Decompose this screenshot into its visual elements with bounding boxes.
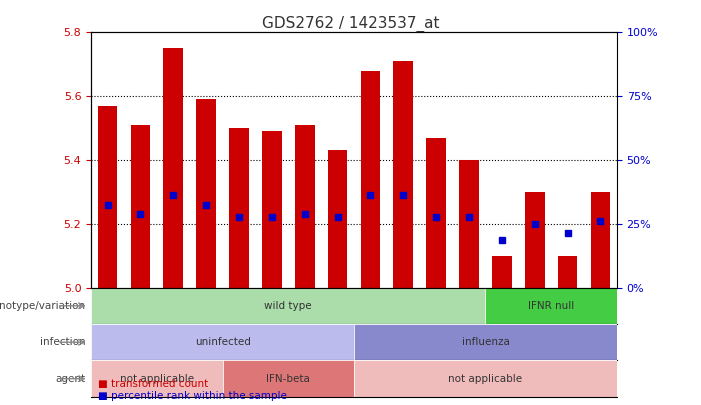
Text: agent: agent	[56, 374, 86, 384]
Text: not applicable: not applicable	[449, 374, 522, 384]
Bar	[262, 131, 282, 288]
Bar	[393, 61, 413, 288]
Bar	[590, 192, 611, 288]
Bar	[426, 138, 446, 288]
Bar	[163, 48, 183, 288]
Text: uninfected: uninfected	[195, 337, 250, 347]
Text: not applicable: not applicable	[120, 374, 194, 384]
Bar	[130, 125, 150, 288]
FancyBboxPatch shape	[354, 360, 617, 397]
Text: IFN-beta: IFN-beta	[266, 374, 311, 384]
Bar	[492, 256, 512, 288]
FancyBboxPatch shape	[91, 324, 354, 360]
Bar	[525, 192, 545, 288]
FancyBboxPatch shape	[91, 288, 485, 324]
Text: GDS2762 / 1423537_at: GDS2762 / 1423537_at	[261, 16, 440, 32]
Bar	[459, 160, 479, 288]
Bar	[97, 106, 118, 288]
Bar	[558, 256, 578, 288]
Text: genotype/variation: genotype/variation	[0, 301, 86, 311]
Text: ■ percentile rank within the sample: ■ percentile rank within the sample	[98, 391, 287, 401]
Bar	[328, 150, 348, 288]
Bar	[360, 71, 381, 288]
Bar	[229, 128, 249, 288]
Bar	[295, 125, 315, 288]
Text: influenza: influenza	[461, 337, 510, 347]
FancyBboxPatch shape	[223, 360, 354, 397]
FancyBboxPatch shape	[91, 360, 223, 397]
Text: wild type: wild type	[264, 301, 312, 311]
Text: infection: infection	[40, 337, 86, 347]
Text: ■ transformed count: ■ transformed count	[98, 379, 208, 389]
Text: IFNR null: IFNR null	[528, 301, 574, 311]
FancyBboxPatch shape	[354, 324, 617, 360]
FancyBboxPatch shape	[485, 288, 617, 324]
Bar	[196, 99, 216, 288]
